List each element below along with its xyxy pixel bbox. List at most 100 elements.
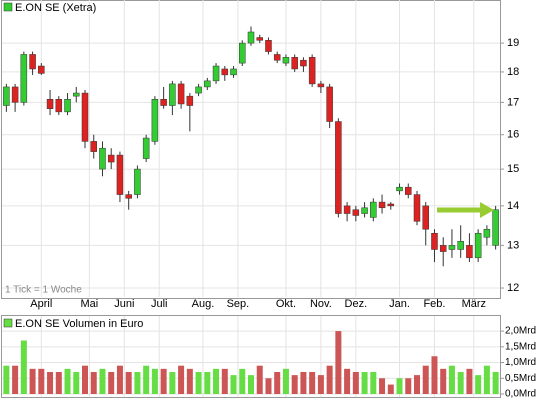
volume-bar: [431, 356, 438, 394]
volume-bar: [3, 365, 10, 394]
volume-bar: [466, 368, 473, 394]
candle-body: [422, 205, 429, 230]
volume-title: E.ON SE Volumen in Euro: [15, 318, 143, 330]
candle-body: [99, 147, 106, 170]
candle-body: [38, 65, 45, 74]
volume-bar: [326, 365, 333, 394]
volume-bar: [379, 378, 386, 394]
volume-bar: [317, 375, 324, 394]
candle-body: [151, 99, 159, 142]
volume-bar: [457, 371, 464, 394]
y-tick-label: 16: [507, 129, 519, 141]
candle-body: [256, 37, 263, 41]
candle-body: [317, 83, 325, 88]
candle-body: [370, 201, 377, 218]
volume-bar: [248, 375, 254, 394]
trend-arrow: [437, 202, 494, 218]
candle-body: [230, 68, 237, 76]
candle-body: [343, 205, 351, 214]
candle-body: [396, 186, 403, 192]
y-tick-label: 13: [507, 239, 519, 251]
volume-bar: [99, 368, 106, 394]
candle-body: [73, 92, 80, 97]
candle-body: [204, 80, 211, 88]
candle-body: [474, 232, 482, 259]
volume-bar: [64, 368, 71, 394]
candle-body: [169, 83, 176, 106]
candle-body: [291, 57, 298, 70]
x-tick-label: Jan.: [389, 298, 410, 310]
candle-body: [247, 31, 255, 44]
volume-bar: [370, 371, 377, 394]
candle-body: [107, 154, 115, 163]
y-tick-label: 2,0Mrd: [505, 326, 536, 337]
volume-bar: [492, 371, 499, 394]
legend-swatch: [3, 2, 13, 12]
candle-body: [282, 57, 290, 64]
volume-bar: [55, 371, 62, 394]
candle-body: [431, 232, 438, 250]
y-tick-label: 1,5Mrd: [505, 341, 536, 352]
candle-body: [326, 86, 333, 122]
candle-body: [405, 186, 412, 195]
volume-bar: [239, 368, 246, 394]
candle-body: [239, 42, 246, 64]
volume-bar: [169, 371, 176, 394]
candle-body: [177, 83, 185, 105]
candle-body: [55, 99, 63, 113]
volume-bar: [396, 378, 403, 394]
volume-bar: [160, 368, 167, 394]
candle-body: [64, 99, 71, 113]
x-tick-label: Okt.: [276, 298, 296, 310]
volume-bar: [230, 375, 237, 394]
candle-body: [361, 207, 368, 214]
y-tick-label: 12: [507, 282, 519, 294]
volume-bar: [440, 368, 447, 394]
candle-body: [90, 141, 97, 152]
volume-bar: [178, 365, 185, 394]
y-tick-label: 1,0Mrd: [505, 357, 536, 368]
candle-body: [308, 57, 316, 85]
candle-body: [439, 245, 447, 252]
volume-bar: [335, 331, 342, 394]
volume-bar: [300, 371, 307, 394]
volume-bar: [73, 371, 80, 394]
volume-bar: [387, 384, 394, 394]
x-tick-label: Nov.: [310, 298, 332, 310]
candle-body: [483, 228, 491, 238]
volume-bar: [143, 365, 150, 394]
candle-body: [20, 54, 28, 103]
y-tick-label: 17: [507, 96, 519, 108]
volume-bar: [116, 365, 123, 394]
candle-body: [352, 209, 360, 216]
volume-bar: [265, 378, 272, 394]
candle-body: [466, 245, 473, 259]
volume-bar: [186, 368, 193, 394]
volume-bar: [20, 340, 27, 394]
volume-bar: [12, 365, 19, 394]
volume-bar: [483, 365, 490, 394]
candle-body: [413, 194, 421, 222]
y-tick-label: 19: [507, 37, 519, 49]
volume-bar: [151, 368, 158, 394]
x-tick-label: Juli: [151, 298, 168, 310]
x-tick-label: April: [30, 298, 52, 310]
candle-body: [3, 86, 10, 106]
x-tick-label: Mai: [81, 298, 99, 310]
volume-bar: [475, 375, 482, 394]
volume-bar: [352, 371, 359, 394]
candle-body: [265, 40, 272, 52]
volume-bar: [204, 371, 211, 394]
candle-body: [448, 245, 456, 250]
x-tick-label: Feb.: [423, 298, 445, 310]
volume-bar: [361, 371, 368, 394]
volume-bar: [291, 375, 298, 394]
candle-body: [273, 54, 281, 61]
y-tick-label: 0,5Mrd: [505, 373, 536, 384]
price-panel: [1, 0, 501, 299]
candle-body: [11, 86, 19, 103]
y-tick-label: 18: [507, 66, 519, 78]
y-tick-label: 14: [507, 200, 519, 212]
x-tick-label: März: [462, 298, 486, 310]
legend-swatch: [3, 318, 13, 328]
